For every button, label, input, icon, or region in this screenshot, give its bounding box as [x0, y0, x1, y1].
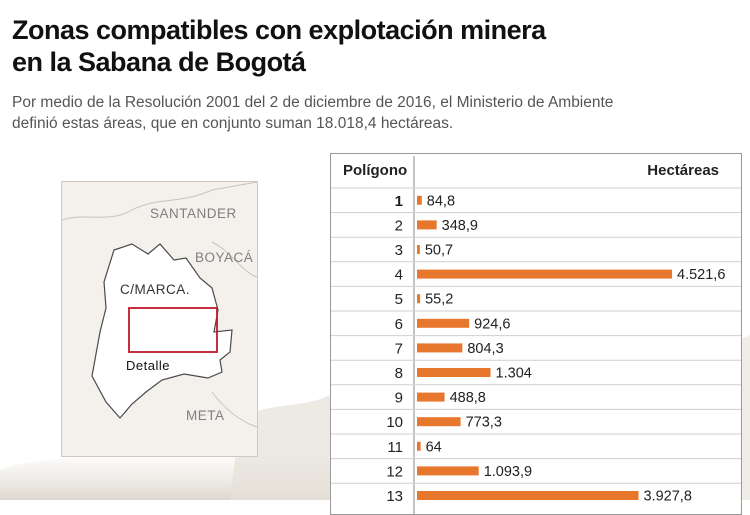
hectares-bar: [417, 392, 445, 402]
hectares-value-label: 1.304: [496, 366, 532, 382]
hectares-value-label: 4.521,6: [677, 267, 725, 283]
polygon-number-label: 7: [395, 340, 403, 357]
hectares-value-label: 84,8: [427, 193, 455, 209]
cundinamarca-shape: [91, 243, 233, 419]
polygon-number-label: 11: [387, 439, 403, 456]
hectares-bar: [417, 220, 437, 230]
map-label-boyaca: BOYACÁ: [195, 250, 254, 265]
hectares-table: Polígono Hectáreas 1 84,8 2 348,9 3 50,7 4 4.52…: [330, 153, 742, 515]
polygon-number-label: 8: [395, 365, 403, 382]
polygon-number-label: 9: [395, 390, 403, 407]
hectares-value-label: 55,2: [425, 292, 453, 308]
hectares-bar: [417, 245, 420, 254]
polygon-number-label: 2: [395, 217, 403, 234]
map-label-santander: SANTANDER: [150, 206, 237, 221]
hectares-value-label: 773,3: [466, 415, 502, 431]
map-label-cundinamarca: C/MARCA.: [120, 282, 191, 297]
locator-map: SANTANDER BOYACÁ C/MARCA. Detalle META: [61, 181, 258, 457]
column-header-polygon: Polígono: [343, 162, 408, 179]
hectares-bar: [417, 466, 479, 476]
hectares-bar: [417, 417, 461, 427]
hectares-bar: [417, 294, 421, 304]
polygon-number-label: 3: [395, 242, 403, 259]
hectares-value-label: 348,9: [442, 218, 478, 234]
polygon-number-label: 10: [386, 414, 403, 431]
hectares-bar: [417, 269, 672, 279]
hectares-bar: [417, 491, 639, 500]
detail-rectangle: [128, 307, 218, 353]
polygon-number-label: 5: [395, 291, 403, 308]
map-label-detail: Detalle: [126, 358, 170, 373]
map-label-meta: META: [186, 408, 225, 423]
hectares-value-label: 64: [426, 439, 442, 455]
polygon-number-label: 4: [395, 267, 403, 284]
polygon-number-label: 12: [386, 463, 403, 480]
hectares-bar: [417, 368, 491, 377]
page-subtitle: Por medio de la Resolución 2001 del 2 de…: [12, 94, 614, 132]
hectares-bar: [417, 343, 463, 353]
hectares-value-label: 804,3: [467, 341, 503, 357]
hectares-value-label: 3.927,8: [644, 489, 692, 505]
map-drawing: [62, 182, 257, 428]
hectares-value-label: 924,6: [474, 316, 510, 332]
page-title: Zonas compatibles con explotación minera…: [12, 15, 546, 77]
hectares-value-label: 1.093,9: [484, 464, 532, 480]
hectares-bar-chart: 1 84,8 2 348,9 3 50,7 4 4.521,6 5 55,2 6 924,6 7 804,…: [331, 156, 741, 514]
polygon-number-label: 1: [395, 193, 403, 210]
hectares-bar: [417, 441, 421, 451]
hectares-value-label: 488,8: [450, 390, 486, 406]
hectares-bar: [417, 318, 470, 328]
hectares-bar: [417, 195, 422, 205]
hectares-value-label: 50,7: [425, 243, 453, 259]
polygon-number-label: 13: [386, 488, 403, 505]
polygon-number-label: 6: [395, 316, 403, 333]
column-header-hectares: Hectáreas: [647, 162, 719, 179]
